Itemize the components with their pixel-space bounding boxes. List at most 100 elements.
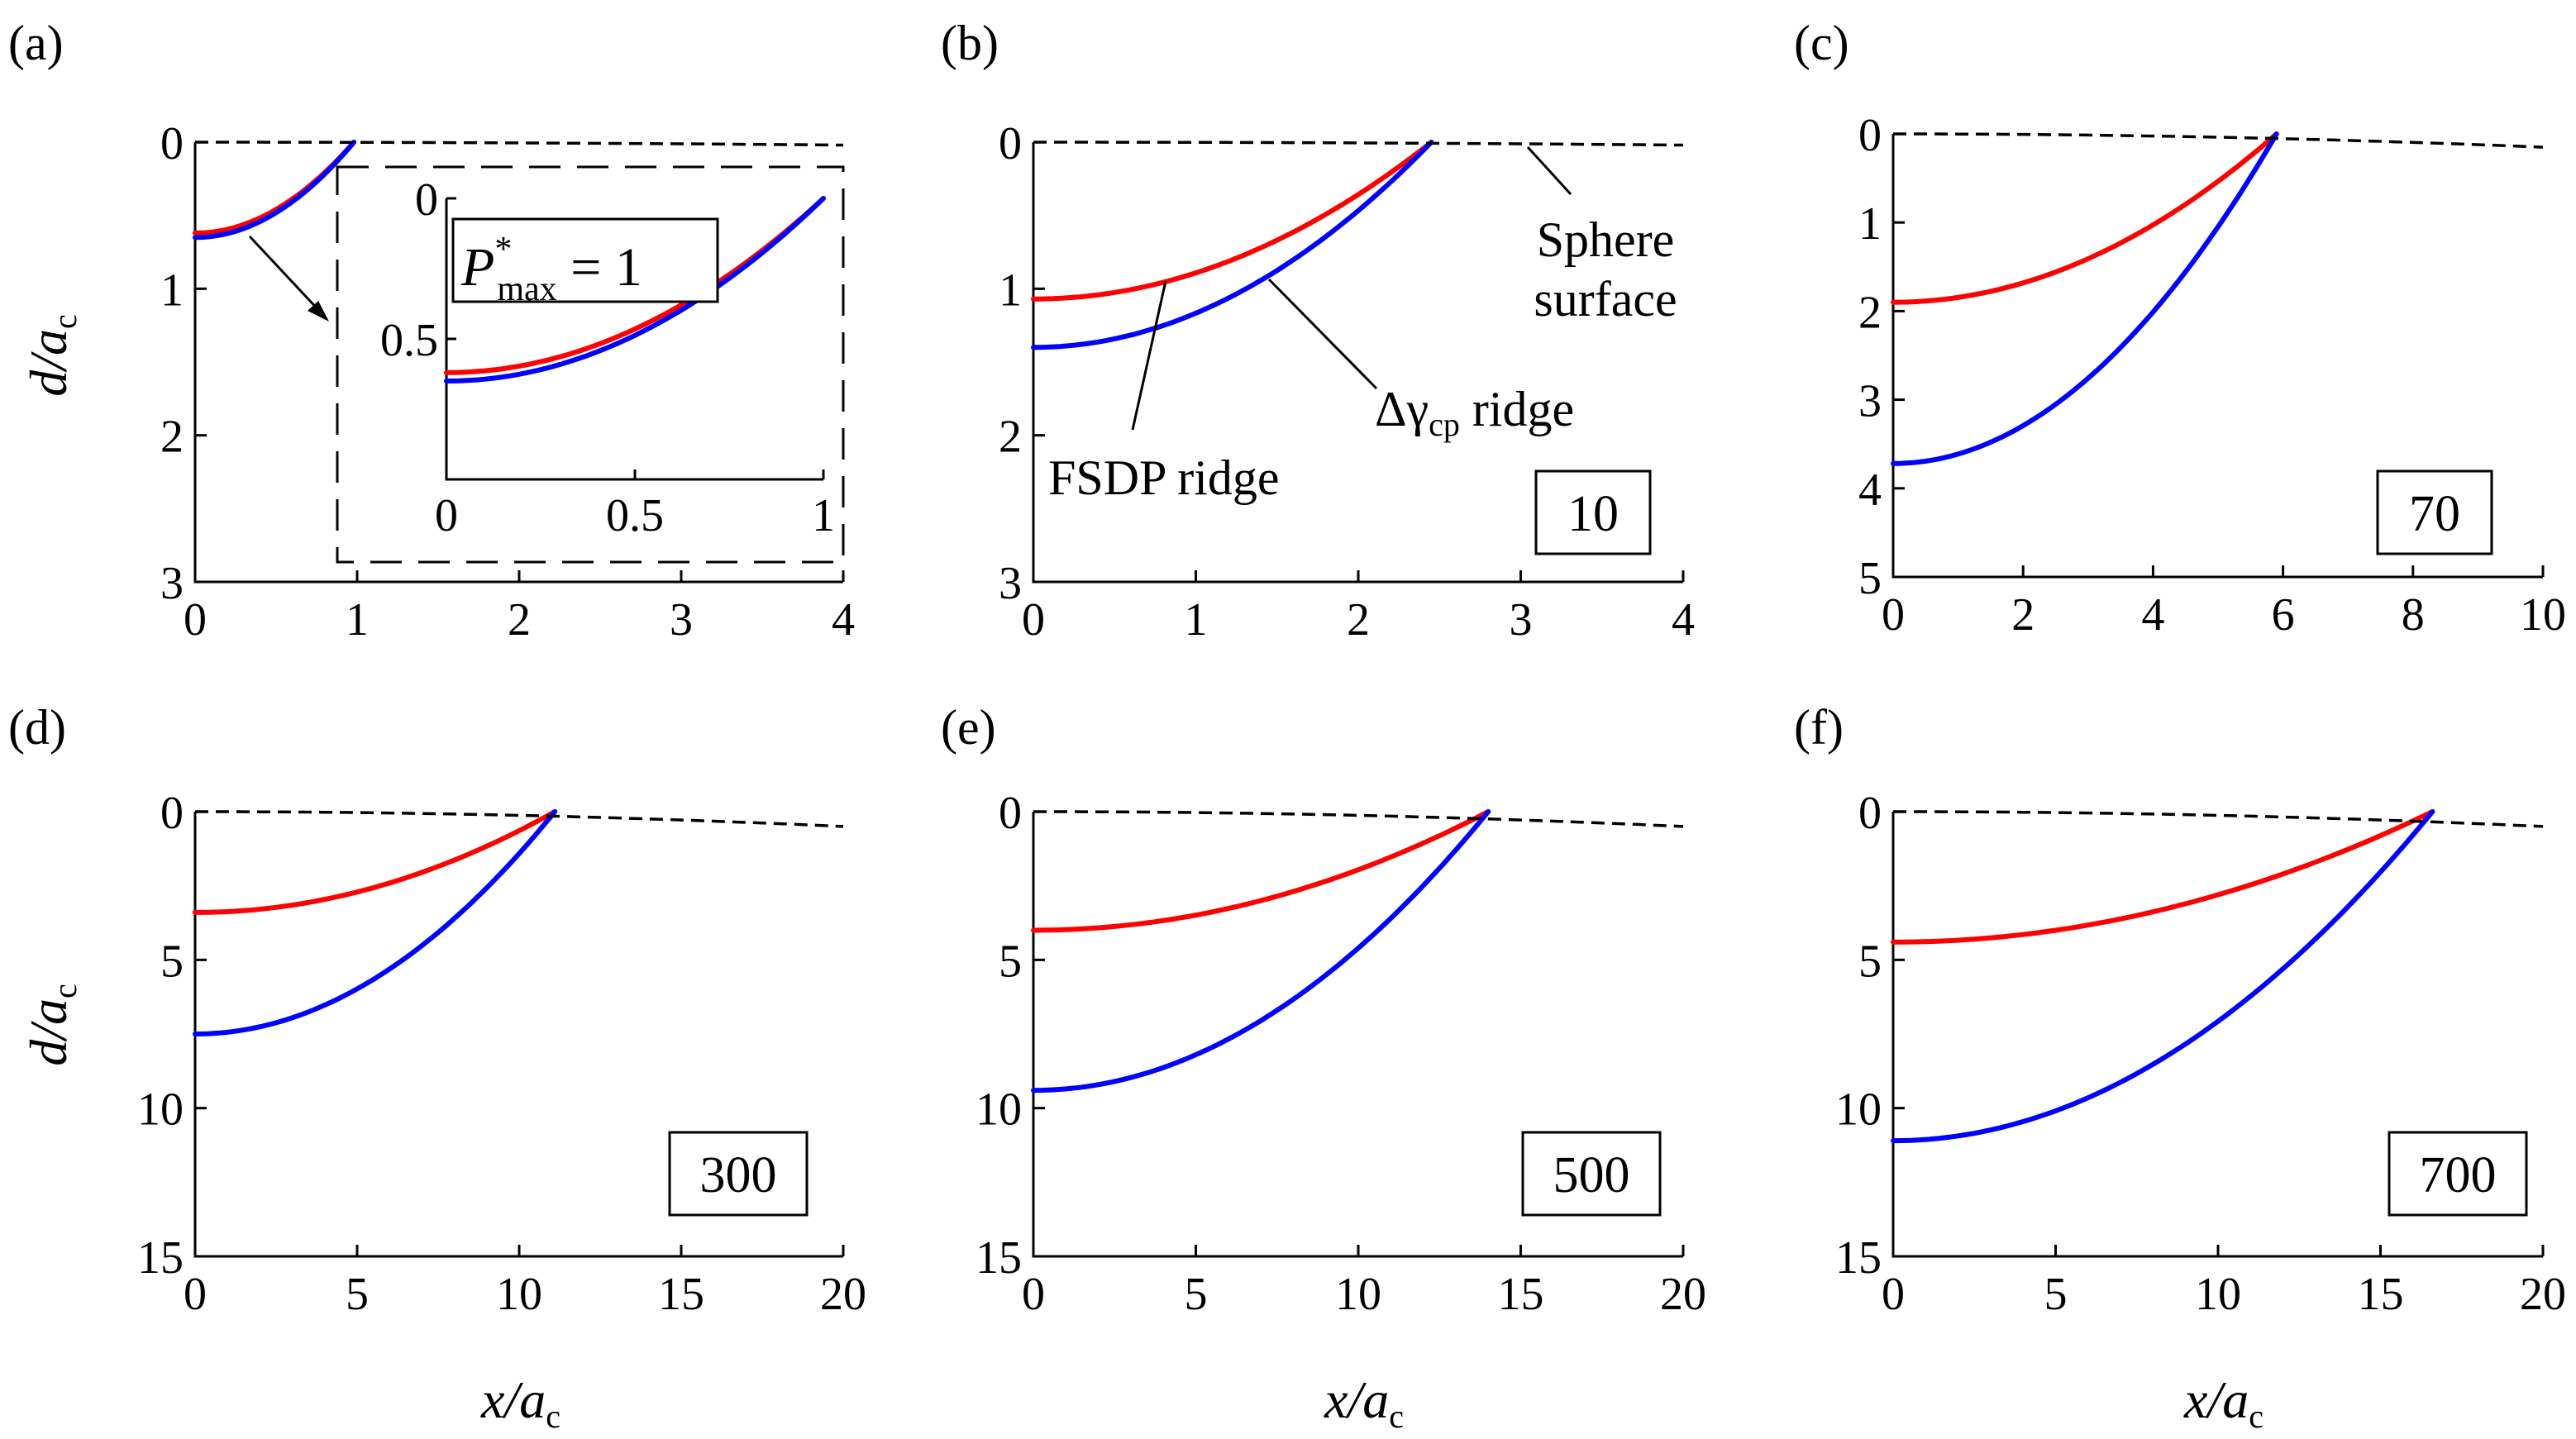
svg-text:P*max = 1: P* max = 1 <box>460 231 642 308</box>
panel-a: 0 1 2 3 4 0 1 2 3 (a) 0 0.5 1 0 0.5 <box>8 16 855 646</box>
y-tick-label: 0 <box>999 118 1022 169</box>
delta-ridge-curve <box>193 809 558 1036</box>
panel-d: 0 5 10 15 20 0 5 10 15 (d) 300 <box>8 700 866 1320</box>
x-tick-label: 10 <box>496 1269 542 1320</box>
x-tick-label: 20 <box>1660 1269 1706 1320</box>
y-tick-label: 0 <box>1858 788 1882 839</box>
x-tick-label: 10 <box>2195 1269 2241 1320</box>
y-tick-label: 15 <box>976 1232 1022 1284</box>
x-tick-label: 5 <box>2044 1269 2068 1320</box>
inset-zoom-box <box>336 165 845 564</box>
x-tick-label: 0 <box>184 1269 207 1320</box>
delta-ridge-curve <box>1891 131 2279 466</box>
inset-arrow-head <box>308 301 329 322</box>
x-tick-label: 8 <box>2402 589 2425 641</box>
sphere-surface-line <box>1033 141 1684 147</box>
x-tick-label: 15 <box>2358 1269 2404 1320</box>
y-tick-label: 10 <box>976 1084 1022 1136</box>
y-tick-label: 0 <box>160 788 184 839</box>
x-tick-label: 5 <box>346 1269 369 1320</box>
y-tick-label: 3 <box>1858 376 1882 427</box>
fsdp-ridge-curve <box>1031 140 1434 302</box>
sphere-surface-annotation: Sphere surface <box>1526 145 1677 326</box>
x-tick-label: 4 <box>1672 594 1695 646</box>
panel-label: (c) <box>1794 16 1849 70</box>
fsdp-ridge-annotation: FSDP ridge <box>1048 280 1280 505</box>
inset-y-tick-label: 0 <box>415 174 438 226</box>
x-tick-label: 4 <box>2141 589 2164 641</box>
fsdp-ridge-curve <box>193 140 357 236</box>
param-box-label: 700 <box>2420 1147 2497 1203</box>
y-tick-label: 2 <box>1858 287 1882 338</box>
panel-label: (a) <box>8 16 64 70</box>
inset-y-tick-label: 0.5 <box>380 315 438 366</box>
panel-label: (d) <box>8 700 66 755</box>
y-tick-label: 0 <box>1858 110 1882 161</box>
x-tick-label: 3 <box>1510 594 1533 646</box>
axes-frame <box>193 142 843 584</box>
svg-text:Sphere: Sphere <box>1537 212 1675 267</box>
param-box-label: 10 <box>1567 486 1619 542</box>
y-tick-label: 10 <box>1835 1084 1882 1136</box>
delta-ridge-curve <box>1891 809 2435 1144</box>
x-tick-label: 0 <box>1882 1269 1905 1320</box>
inset-x-tick-label: 0 <box>435 490 458 541</box>
x-axis-label-d: x/ac <box>480 1370 561 1435</box>
x-tick-label: 5 <box>1185 1269 1208 1320</box>
param-box-label: 300 <box>700 1147 777 1203</box>
x-tick-label: 0 <box>184 594 207 646</box>
sphere-surface-line <box>195 810 844 828</box>
param-box-label: 500 <box>1553 1147 1630 1203</box>
y-tick-label: 5 <box>1858 553 1882 604</box>
y-tick-label: 4 <box>1858 465 1882 516</box>
fsdp-ridge-curve <box>193 809 558 915</box>
sphere-surface-line <box>1893 810 2544 828</box>
panel-label: (b) <box>941 16 999 70</box>
sphere-surface-line <box>1033 810 1684 828</box>
inset-arrow <box>248 235 322 314</box>
x-tick-label: 10 <box>2520 589 2566 641</box>
y-tick-label: 1 <box>160 264 184 316</box>
fsdp-ridge-curve <box>1891 131 2279 305</box>
svg-text:surface: surface <box>1534 272 1677 326</box>
x-tick-label: 15 <box>1498 1269 1544 1320</box>
svg-text:FSDP ridge: FSDP ridge <box>1048 450 1280 505</box>
x-tick-label: 4 <box>832 594 855 646</box>
y-axis-label-bottom: d/ac <box>19 984 83 1066</box>
y-tick-label: 5 <box>160 936 184 987</box>
y-tick-label: 15 <box>1835 1232 1882 1284</box>
y-tick-label: 1 <box>999 264 1022 316</box>
pmax-label-box: P* max = 1 <box>451 217 719 308</box>
x-tick-label: 0 <box>1022 1269 1045 1320</box>
x-tick-label: 10 <box>1335 1269 1381 1320</box>
fsdp-ridge-curve <box>1891 809 2435 945</box>
x-axis-label-e: x/ac <box>1324 1370 1404 1435</box>
param-box <box>1534 469 1652 555</box>
panel-f: 0 5 10 15 20 0 5 10 15 (f) 700 <box>1794 700 2566 1320</box>
inset-delta-curve <box>444 196 826 384</box>
param-box <box>1521 1131 1662 1217</box>
x-tick-label: 2 <box>2011 589 2035 641</box>
x-tick-label: 15 <box>658 1269 704 1320</box>
y-axis-label-top: d/ac <box>19 314 83 397</box>
panel-e: 0 5 10 15 20 0 5 10 15 (e) 500 <box>941 700 1706 1320</box>
inset-x-tick-label: 0.5 <box>606 490 664 541</box>
delta-ridge-curve <box>1031 809 1491 1094</box>
param-box <box>668 1131 809 1217</box>
fsdp-ridge-curve <box>1031 809 1491 933</box>
y-tick-label: 0 <box>160 118 184 169</box>
x-tick-label: 2 <box>1347 594 1370 646</box>
panel-label: (f) <box>1794 700 1844 755</box>
x-axis-label-f: x/ac <box>2183 1370 2264 1435</box>
y-tick-label: 0 <box>999 788 1022 839</box>
panel-b: 0 1 2 3 4 0 1 2 3 (b) 10 <box>941 16 1695 646</box>
svg-text:Δγcp ridge: Δγcp ridge <box>1375 382 1574 443</box>
sphere-surface-line <box>1893 132 2544 149</box>
delta-ridge-curve <box>193 140 357 241</box>
x-tick-label: 1 <box>1185 594 1208 646</box>
y-tick-label: 2 <box>160 412 184 463</box>
delta-ridge-annotation: Δγcp ridge <box>1267 278 1574 443</box>
y-tick-label: 5 <box>999 936 1022 987</box>
